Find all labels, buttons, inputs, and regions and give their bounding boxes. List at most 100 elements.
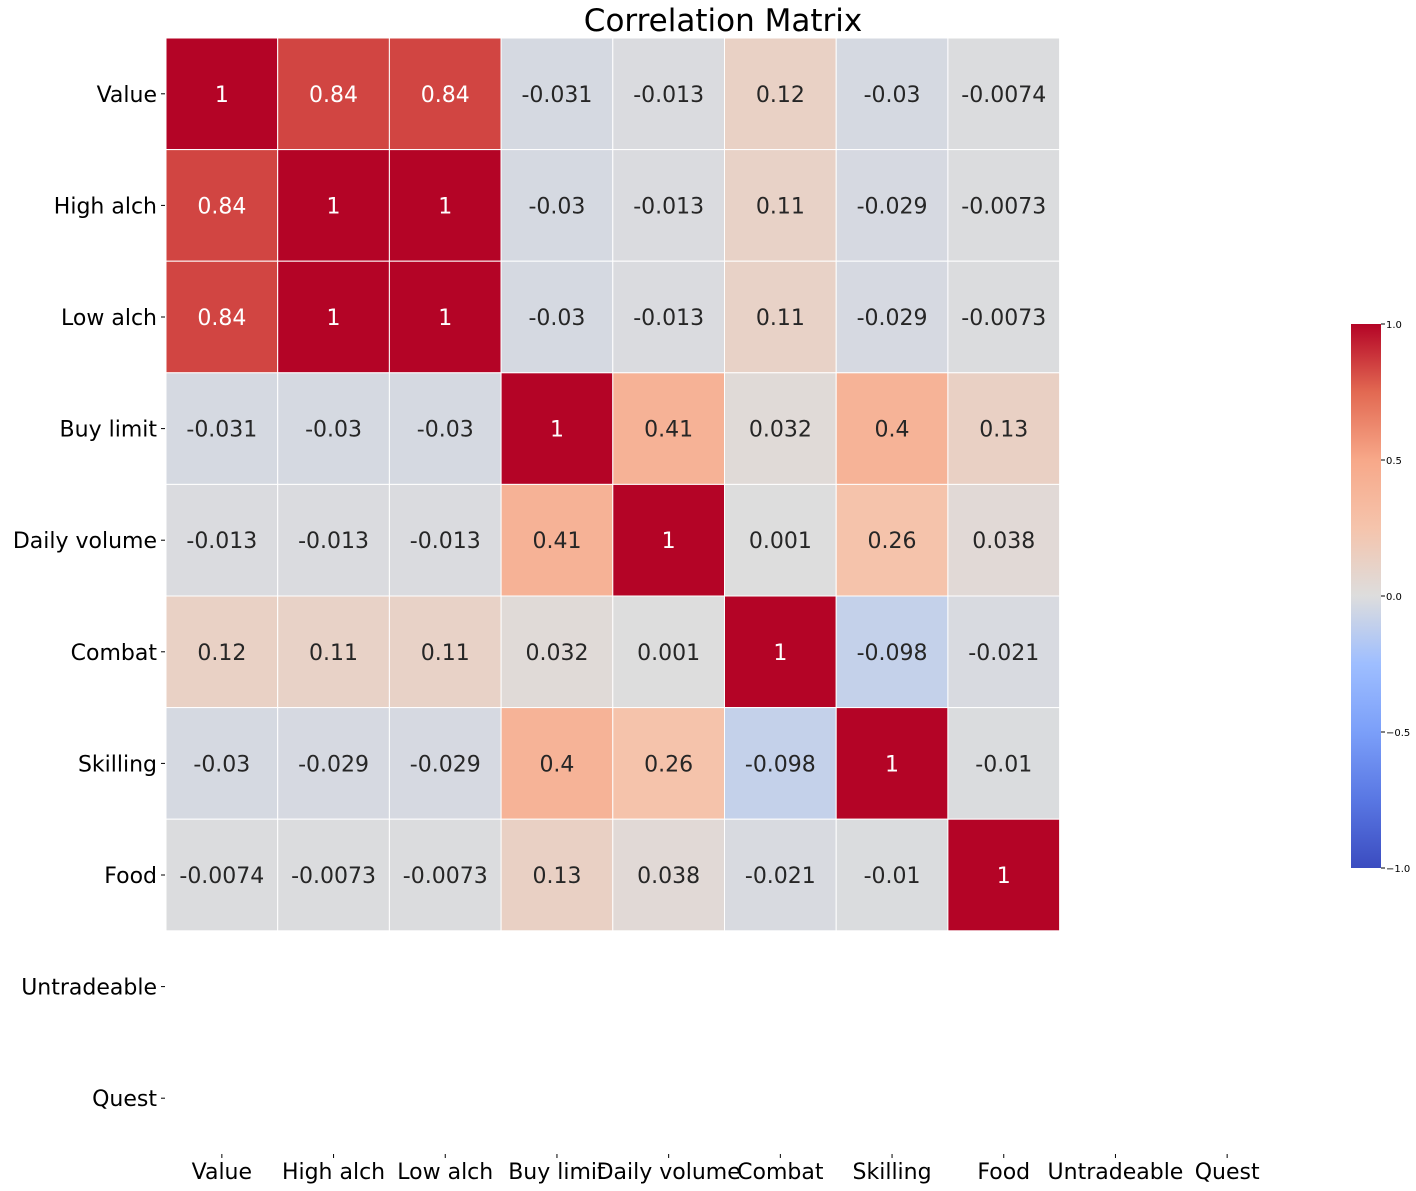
x-tick-label: Value: [192, 1160, 252, 1185]
heatmap-cell: [835, 595, 949, 709]
cell-value-label: -0.03: [193, 752, 250, 777]
cell-value-label: -0.01: [864, 864, 921, 889]
cell-value-label: -0.029: [857, 306, 928, 331]
cell-value-label: -0.0074: [179, 864, 264, 889]
heatmap-cell: [947, 595, 1061, 709]
cell-value-label: -0.013: [298, 529, 369, 554]
cell-value-label: 1: [327, 194, 341, 219]
cell-value-label: 0.001: [749, 529, 812, 554]
heatmap-cell: [835, 260, 949, 374]
cell-value-label: 0.41: [644, 418, 693, 443]
y-tick-label: Low alch: [61, 306, 157, 331]
cell-value-label: 0.11: [756, 194, 805, 219]
heatmap-cell: [500, 483, 614, 597]
heatmap-cell: [724, 260, 837, 374]
cell-value-label: 0.41: [532, 529, 581, 554]
cell-value-label: -0.098: [857, 641, 928, 666]
heatmap-cell: [947, 707, 1061, 820]
cell-value-label: 1: [997, 864, 1011, 889]
cell-value-label: 0.26: [868, 529, 917, 554]
cell-value-label: 1: [438, 194, 452, 219]
colorbar-gradient: [1351, 324, 1381, 868]
cell-value-label: 0.26: [644, 752, 693, 777]
cell-value-label: -0.03: [528, 194, 585, 219]
cell-value-label: 0.032: [749, 418, 812, 443]
heatmap-cell: [612, 707, 725, 820]
heatmap-cell: [277, 818, 390, 932]
cell-value-label: 0.12: [756, 83, 805, 108]
heatmap-cell: [612, 818, 725, 932]
cell-value-label: 1: [662, 529, 676, 554]
cell-value-label: -0.029: [857, 194, 928, 219]
heatmap-cell: [165, 372, 279, 485]
heatmap-cell: [835, 818, 949, 932]
y-tick-label: Combat: [71, 641, 158, 666]
cell-value-label: 0.038: [637, 864, 700, 889]
y-tick-label: Food: [104, 864, 157, 889]
x-tick-label: Daily volume: [597, 1160, 741, 1185]
colorbar-tick-label: −1.0: [1386, 864, 1410, 875]
x-tick-label: High alch: [282, 1160, 385, 1185]
heatmap-cell: [165, 707, 279, 820]
heatmap-cell: [165, 818, 279, 932]
cell-value-label: 0.11: [756, 306, 805, 331]
x-tick-label: Combat: [737, 1160, 824, 1185]
cell-value-label: -0.03: [417, 418, 474, 443]
heatmap-cell: [835, 149, 949, 262]
heatmap-cell: [277, 707, 390, 820]
heatmap-cell: [724, 707, 837, 820]
y-tick-label: Untradeable: [21, 976, 157, 1001]
cell-value-label: -0.0073: [961, 194, 1046, 219]
heatmap-cell: [947, 37, 1061, 151]
cell-value-label: 0.11: [421, 641, 470, 666]
heatmap-cell: [277, 595, 390, 709]
heatmap-cell: [277, 37, 390, 151]
heatmap-cell: [388, 372, 502, 485]
cell-value-label: 0.84: [421, 83, 470, 108]
x-tick-label: Low alch: [397, 1160, 493, 1185]
cell-value-label: -0.098: [745, 752, 816, 777]
x-tick-label: Quest: [1195, 1160, 1260, 1185]
heatmap-cell: [724, 483, 837, 597]
heatmap-cell: [612, 260, 725, 374]
heatmap-cell: [947, 149, 1061, 262]
cell-value-label: -0.0073: [291, 864, 376, 889]
cell-value-label: 0.4: [875, 418, 910, 443]
x-tick-label: Food: [977, 1160, 1030, 1185]
cell-value-label: -0.013: [633, 306, 704, 331]
cell-value-label: -0.0073: [961, 306, 1046, 331]
x-tick-label: Untradeable: [1048, 1160, 1184, 1185]
cell-value-label: 0.12: [197, 641, 246, 666]
cell-value-label: 0.84: [197, 306, 246, 331]
cell-value-label: 1: [327, 306, 341, 331]
heatmap-cell: [724, 818, 837, 932]
cell-value-label: 0.032: [525, 641, 588, 666]
y-tick-label: Buy limit: [60, 418, 158, 443]
heatmap-cell: [500, 818, 614, 932]
cell-value-label: 0.13: [532, 864, 581, 889]
heatmap-cell: [165, 37, 279, 151]
heatmap-cell: [388, 260, 502, 374]
cell-value-label: 1: [215, 83, 229, 108]
y-tick-label: Quest: [92, 1087, 157, 1112]
heatmap-cell: [947, 483, 1061, 597]
heatmap-cell: [165, 260, 279, 374]
heatmap-cell: [388, 707, 502, 820]
cell-value-label: 0.11: [309, 641, 358, 666]
cell-value-label: -0.03: [528, 306, 585, 331]
heatmap-cell: [835, 483, 949, 597]
x-tick-label: Skilling: [853, 1160, 932, 1185]
heatmap-cell: [500, 37, 614, 151]
heatmap-cell-labels: 1 0.84 0.84 -0.031 -0.013 0.12 -0.03 -0.00740.8…: [179, 83, 1046, 889]
y-tick-label: Value: [97, 83, 157, 108]
colorbar-tick-label: 1.0: [1386, 320, 1402, 331]
cell-value-label: -0.029: [410, 752, 481, 777]
heatmap-cell: [724, 595, 837, 709]
heatmap-cell: [500, 149, 614, 262]
cell-value-label: -0.021: [745, 864, 816, 889]
heatmap-cell: [612, 595, 725, 709]
heatmap-cell: [612, 37, 725, 151]
cell-value-label: 1: [885, 752, 899, 777]
heatmap-cell: [388, 818, 502, 932]
cell-value-label: -0.01: [975, 752, 1032, 777]
